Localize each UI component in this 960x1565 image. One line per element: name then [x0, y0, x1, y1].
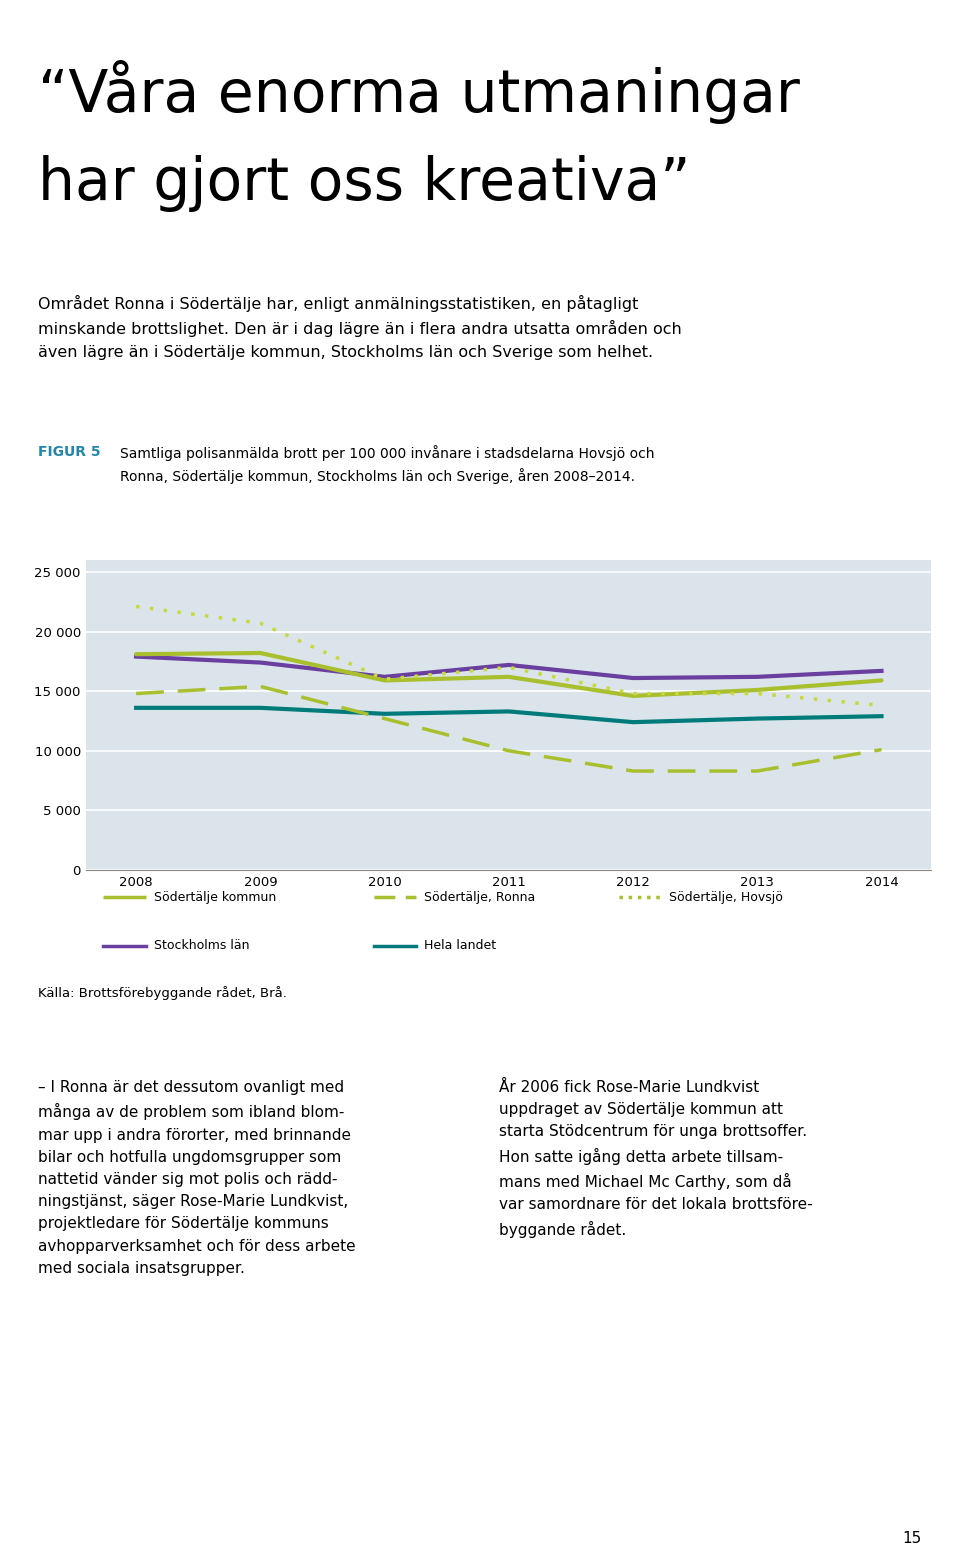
Text: Samtliga polisanmälda brott per 100 000 invånare i stadsdelarna Hovsjö och
Ronna: Samtliga polisanmälda brott per 100 000 … — [120, 444, 655, 484]
Text: 15: 15 — [902, 1531, 922, 1546]
Text: Södertälje, Ronna: Södertälje, Ronna — [424, 890, 536, 903]
Text: FIGUR 5: FIGUR 5 — [38, 444, 101, 459]
Text: “Våra enorma utmaningar: “Våra enorma utmaningar — [38, 59, 801, 124]
Text: Källa: Brottsförebyggande rådet, Brå.: Källa: Brottsförebyggande rådet, Brå. — [38, 986, 287, 1000]
Text: Området Ronna i Södertälje har, enligt anmälningsstatistiken, en påtagligt
minsk: Området Ronna i Södertälje har, enligt a… — [38, 294, 683, 360]
Text: Hela landet: Hela landet — [424, 939, 496, 952]
Text: har gjort oss kreativa”: har gjort oss kreativa” — [38, 155, 691, 211]
Text: År 2006 fick Rose-Marie Lundkvist
uppdraget av Södertälje kommun att
starta Stöd: År 2006 fick Rose-Marie Lundkvist uppdra… — [499, 1080, 813, 1238]
Text: Stockholms län: Stockholms län — [154, 939, 250, 952]
Text: Södertälje, Hovsjö: Södertälje, Hovsjö — [669, 890, 783, 903]
Text: Södertälje kommun: Södertälje kommun — [154, 890, 276, 903]
Text: – I Ronna är det dessutom ovanligt med
många av de problem som ibland blom-
mar : – I Ronna är det dessutom ovanligt med m… — [38, 1080, 356, 1275]
